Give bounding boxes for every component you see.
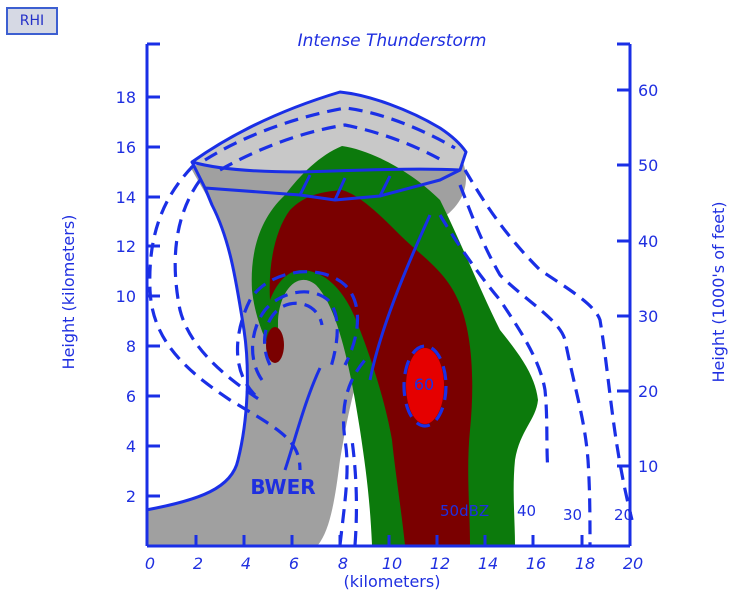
left-tick-label: 4 xyxy=(126,437,136,456)
bottom-tick-label: 12 xyxy=(430,554,450,573)
contour-50dbz-label: 50dBZ xyxy=(440,502,489,520)
contour-lines xyxy=(148,106,634,546)
contour-40-label: 40 xyxy=(517,502,536,520)
bottom-tick-label: 10 xyxy=(382,554,402,573)
bottom-tick-label: 20 xyxy=(623,554,643,573)
left-tick-label: 12 xyxy=(116,237,136,256)
swirl-core xyxy=(266,327,284,363)
right-tick-labels: 10 20 30 40 50 60 xyxy=(638,81,658,476)
right-ticks xyxy=(617,88,630,468)
bottom-ticks xyxy=(194,535,584,546)
bottom-tick-label: 0 xyxy=(145,554,155,573)
left-tick-label: 16 xyxy=(116,138,136,157)
bottom-tick-label: 4 xyxy=(241,554,251,573)
bottom-tick-label: 8 xyxy=(338,554,348,573)
core-60-label: 60 xyxy=(414,375,434,394)
right-axis-title: Height (1000's of feet) xyxy=(709,201,728,382)
bottom-tick-label: 16 xyxy=(526,554,546,573)
bottom-tick-label: 14 xyxy=(478,554,498,573)
left-tick-label: 14 xyxy=(116,188,136,207)
left-tick-label: 2 xyxy=(126,487,136,506)
bottom-tick-label: 18 xyxy=(575,554,595,573)
left-tick-label: 10 xyxy=(116,287,136,306)
right-tick-label: 40 xyxy=(638,232,658,251)
right-tick-label: 50 xyxy=(638,156,658,175)
bottom-tick-label: 6 xyxy=(289,554,299,573)
left-tick-label: 6 xyxy=(126,387,136,406)
anvil-top xyxy=(192,92,466,172)
right-tick-label: 20 xyxy=(638,382,658,401)
bwer-label: BWER xyxy=(250,475,315,499)
left-axis-title: Height (kilometers) xyxy=(59,215,78,370)
left-ticks xyxy=(147,95,160,498)
contour-20-label: 20 xyxy=(614,506,633,524)
left-tick-label: 18 xyxy=(116,88,136,107)
right-tick-label: 10 xyxy=(638,457,658,476)
storm-outline xyxy=(145,90,468,512)
left-tick-label: 8 xyxy=(126,337,136,356)
rhi-badge: RHI xyxy=(6,7,58,35)
contour-30-label: 30 xyxy=(563,506,582,524)
reflectivity-60-core xyxy=(406,348,444,424)
bottom-axis-title: (kilometers) xyxy=(344,572,441,591)
reflectivity-50-region xyxy=(269,190,473,545)
right-tick-label: 30 xyxy=(638,307,658,326)
chart-title: Intense Thunderstorm xyxy=(298,31,487,51)
bottom-tick-label: 2 xyxy=(193,554,203,573)
bottom-tick-labels: 0 2 4 6 8 10 12 14 16 18 20 xyxy=(145,554,643,573)
right-tick-label: 60 xyxy=(638,81,658,100)
left-tick-labels: 2 4 6 8 10 12 14 16 18 xyxy=(116,88,136,506)
